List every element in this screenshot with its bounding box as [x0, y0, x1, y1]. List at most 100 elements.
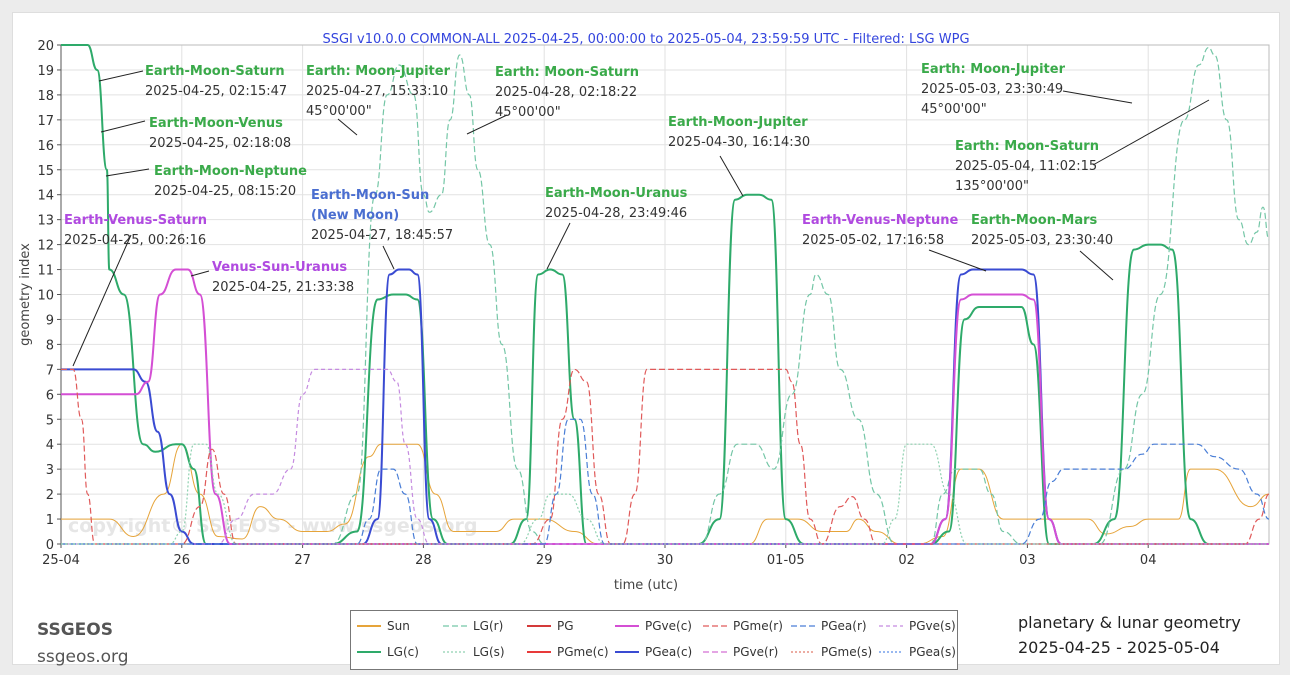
legend-swatch: [703, 651, 727, 653]
annotation-title: Earth-Venus-Saturn: [64, 213, 207, 228]
annotation-title: Earth-Venus-Neptune: [802, 213, 959, 228]
annotation-text: 2025-05-04, 11:02:15: [955, 159, 1097, 174]
annotation-title: Earth-Moon-Sun: [311, 188, 429, 203]
annotation-text: (New Moon): [311, 208, 399, 223]
legend-label: LG(s): [473, 645, 505, 659]
y-tick-label: 12: [37, 239, 54, 254]
legend-label: PG: [557, 619, 574, 633]
annotation-text: 2025-04-28, 23:49:46: [545, 206, 687, 221]
chart-title: SSGI v10.0.0 COMMON-ALL 2025-04-25, 00:0…: [322, 32, 969, 47]
legend-label: PGea(s): [909, 645, 956, 659]
annotation-leader: [337, 118, 358, 136]
annotation-title: Earth-Moon-Mars: [971, 213, 1097, 228]
y-tick-label: 20: [37, 39, 54, 54]
y-tick-label: 11: [37, 264, 54, 279]
y-tick-label: 9: [46, 313, 54, 328]
y-tick-label: 13: [37, 214, 54, 229]
y-tick-label: 2: [46, 488, 54, 503]
y-tick-label: 10: [37, 289, 54, 304]
y-tick-label: 3: [46, 463, 54, 478]
y-tick-label: 16: [37, 139, 54, 154]
x-tick-label: 01-05: [767, 553, 805, 568]
x-tick-label: 26: [174, 553, 191, 568]
chart: SSGI v10.0.0 COMMON-ALL 2025-04-25, 00:0…: [18, 32, 1270, 593]
y-tick-label: 19: [37, 64, 54, 79]
y-tick-label: 8: [46, 338, 54, 353]
x-tick-label: 25-04: [42, 553, 80, 568]
y-tick-label: 1: [46, 513, 54, 528]
legend-item: PGea(c): [615, 645, 692, 659]
legend-swatch: [443, 625, 467, 627]
legend-item: Sun: [357, 619, 410, 633]
legend-swatch: [791, 625, 815, 627]
annotation-leader: [466, 114, 508, 135]
series-line-pgve-s-: [61, 368, 1269, 545]
legend-label: PGve(c): [645, 619, 692, 633]
y-tick-label: 6: [46, 388, 54, 403]
annotation-title: Earth-Moon-Jupiter: [668, 115, 808, 130]
annotation-text: 2025-04-27, 15:33:10: [306, 84, 448, 99]
annotation-text: 45°00'00": [921, 102, 987, 117]
legend-swatch: [615, 651, 639, 653]
annotation-leader: [1062, 90, 1133, 104]
legend-item: LG(r): [443, 619, 503, 633]
legend: Sun LG(r) PG PGve(c) PGme(r) PGea(r) PGve(s) LG…: [350, 610, 958, 670]
legend-item: PGea(r): [791, 619, 867, 633]
annotation-text: 135°00'00": [955, 179, 1029, 194]
summary-title: planetary & lunar geometry: [1018, 613, 1241, 632]
legend-item: LG(c): [357, 645, 419, 659]
x-tick-label: 04: [1140, 553, 1157, 568]
legend-label: LG(c): [387, 645, 419, 659]
annotation-text: 45°00'00": [495, 105, 561, 120]
legend-swatch: [879, 651, 903, 653]
annotation-leader: [98, 70, 144, 82]
watermark: copyright© SSGEOS - www.ssgeos.org: [68, 515, 477, 537]
annotation-text: 2025-04-25, 00:26:16: [64, 233, 206, 248]
legend-item: PGve(s): [879, 619, 956, 633]
annotation-leader: [190, 270, 210, 277]
annotation-title: Earth-Moon-Uranus: [545, 186, 688, 201]
y-tick-label: 14: [37, 189, 54, 204]
annotation-text: 2025-04-25, 02:18:08: [149, 136, 291, 151]
brand-name: SSGEOS: [37, 620, 113, 640]
legend-item: LG(s): [443, 645, 505, 659]
brand-url: ssgeos.org: [37, 647, 129, 667]
legend-label: PGea(r): [821, 619, 867, 633]
annotation-leader: [382, 245, 395, 270]
x-axis-label: time (utc): [614, 578, 678, 593]
legend-item: PGea(s): [879, 645, 956, 659]
y-tick-label: 15: [37, 164, 54, 179]
x-tick-label: 28: [415, 553, 432, 568]
legend-item: PGme(r): [703, 619, 783, 633]
legend-item: PGve(r): [703, 645, 778, 659]
annotation-text: 2025-05-02, 17:16:58: [802, 233, 944, 248]
legend-label: PGme(c): [557, 645, 609, 659]
annotation-leader: [546, 222, 571, 270]
annotation-title: Earth: Moon-Saturn: [955, 139, 1099, 154]
legend-label: PGea(c): [645, 645, 693, 659]
annotation-title: Earth-Moon-Venus: [149, 116, 283, 131]
annotation-title: Earth: Moon-Jupiter: [921, 62, 1066, 77]
annotation-leader: [100, 120, 146, 133]
legend-item: PGme(s): [791, 645, 872, 659]
summary-range: 2025-04-25 - 2025-05-04: [1018, 638, 1220, 657]
series-line-pgea-c-: [61, 268, 1269, 546]
annotation-text: 2025-04-25, 08:15:20: [154, 184, 296, 199]
annotation-leader: [72, 234, 132, 367]
annotation-leader: [105, 168, 150, 177]
x-tick-label: 30: [657, 553, 674, 568]
y-tick-label: 18: [37, 89, 54, 104]
legend-swatch: [879, 625, 903, 627]
y-tick-label: 5: [46, 413, 54, 428]
legend-item: PGme(c): [527, 645, 609, 659]
x-tick-label: 02: [898, 553, 915, 568]
legend-item: PGve(c): [615, 619, 692, 633]
y-axis-label: geometry index: [18, 243, 33, 346]
legend-swatch: [791, 651, 815, 653]
legend-label: PGme(s): [821, 645, 873, 659]
legend-label: LG(r): [473, 619, 504, 633]
annotation-leader: [1079, 250, 1114, 281]
legend-label: PGve(r): [733, 645, 779, 659]
annotation-text: 2025-05-03, 23:30:40: [971, 233, 1113, 248]
series-line-pgea-r-: [61, 418, 1269, 545]
